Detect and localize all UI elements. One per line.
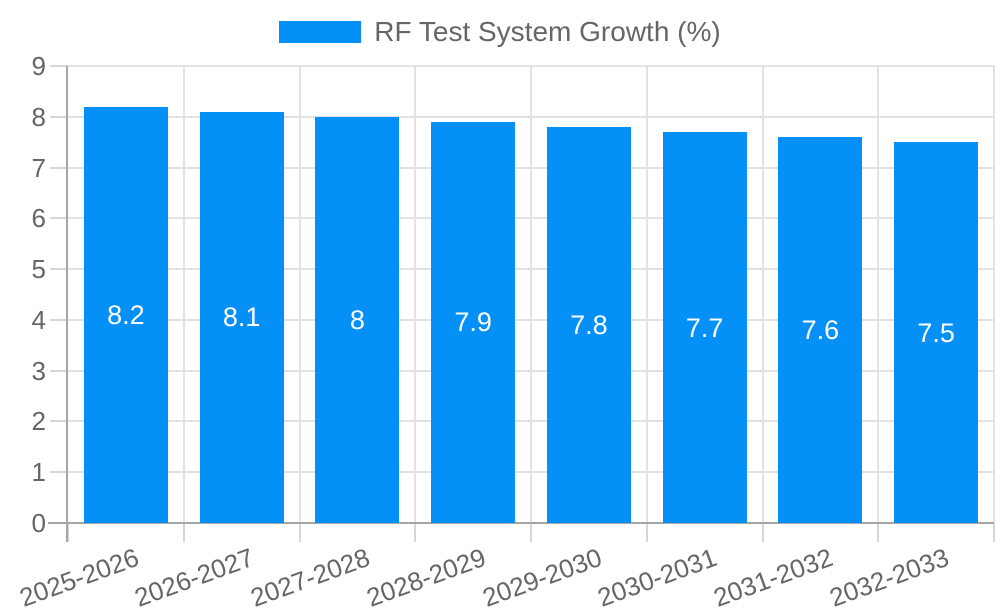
bar-chart: RF Test System Growth (%) 0 1 2 3 4 5 6 7 8 9 8.2 8… bbox=[0, 16, 1000, 613]
legend-swatch-icon bbox=[279, 21, 362, 43]
gridline-vertical bbox=[761, 66, 764, 523]
bar-value-label: 8 bbox=[349, 304, 365, 335]
bar-value-label: 7.5 bbox=[917, 317, 955, 348]
gridline-vertical bbox=[645, 66, 648, 523]
gridline-vertical bbox=[530, 66, 532, 523]
x-tick-mark bbox=[761, 523, 764, 542]
x-axis-tick-label: 2032-2033 bbox=[825, 542, 953, 613]
bar[interactable] bbox=[662, 132, 747, 523]
y-tick-mark bbox=[50, 217, 68, 220]
bar[interactable] bbox=[199, 111, 284, 523]
y-axis-tick-label: 4 bbox=[31, 304, 46, 335]
bar[interactable] bbox=[546, 126, 631, 523]
legend-label: RF Test System Growth (%) bbox=[374, 16, 721, 47]
y-axis-tick-label: 6 bbox=[31, 203, 46, 234]
y-axis-tick-label: 9 bbox=[31, 51, 46, 81]
y-axis-tick-label: 0 bbox=[31, 508, 46, 538]
x-tick-mark bbox=[645, 523, 648, 542]
bar-value-label: 8.1 bbox=[222, 302, 261, 333]
plot-area: 0 1 2 3 4 5 6 7 8 9 8.2 8.1 8 7.9 7.8 7.7 7.6 7.5 2025-202… bbox=[15, 51, 995, 613]
y-tick-mark bbox=[50, 166, 68, 169]
gridline-vertical bbox=[182, 66, 185, 523]
x-tick-mark bbox=[298, 523, 301, 542]
bar-value-label: 7.6 bbox=[801, 315, 840, 346]
bar-value-label: 7.9 bbox=[454, 307, 492, 338]
y-axis-tick-label: 5 bbox=[31, 254, 46, 285]
x-axis-tick-label: 2030-2031 bbox=[593, 542, 721, 613]
x-axis-tick-label: 2031-2032 bbox=[709, 542, 837, 613]
y-tick-mark bbox=[50, 268, 68, 271]
x-axis-tick-label: 2026-2027 bbox=[130, 542, 258, 613]
y-axis-tick-label: 7 bbox=[31, 152, 46, 183]
y-axis-line bbox=[66, 66, 68, 542]
bar-value-label: 7.8 bbox=[570, 309, 608, 340]
bar[interactable] bbox=[83, 106, 168, 523]
x-axis-tick-label: 2028-2029 bbox=[362, 542, 490, 613]
x-axis-line bbox=[48, 522, 994, 524]
y-tick-mark bbox=[50, 471, 68, 474]
bar[interactable] bbox=[431, 121, 516, 523]
x-tick-mark bbox=[182, 523, 185, 542]
chart-legend[interactable]: RF Test System Growth (%) bbox=[0, 17, 1000, 47]
x-tick-mark bbox=[530, 523, 532, 542]
y-tick-mark bbox=[50, 369, 68, 372]
y-tick-mark bbox=[50, 65, 68, 67]
x-axis-tick-label: 2027-2028 bbox=[246, 542, 374, 613]
gridline-vertical bbox=[877, 66, 880, 523]
bar-value-label: 8.2 bbox=[107, 299, 145, 330]
x-tick-mark bbox=[67, 523, 69, 542]
gridline-vertical bbox=[298, 66, 301, 523]
y-tick-mark bbox=[50, 318, 68, 321]
y-axis-tick-label: 8 bbox=[31, 101, 46, 132]
y-tick-mark bbox=[50, 420, 68, 423]
bar[interactable] bbox=[778, 137, 863, 523]
bar-value-label: 7.7 bbox=[685, 312, 724, 343]
x-axis-tick-label: 2029-2030 bbox=[478, 542, 606, 613]
x-tick-mark bbox=[993, 523, 995, 542]
y-axis-tick-label: 2 bbox=[31, 406, 46, 437]
y-axis-tick-label: 3 bbox=[31, 355, 46, 386]
bar[interactable] bbox=[315, 116, 400, 523]
y-tick-mark bbox=[50, 115, 68, 118]
x-tick-mark bbox=[414, 523, 417, 542]
y-axis-tick-label: 1 bbox=[31, 457, 46, 488]
x-axis-tick-label: 2025-2026 bbox=[15, 542, 143, 613]
gridline-vertical bbox=[993, 66, 995, 523]
bar[interactable] bbox=[894, 142, 979, 523]
x-tick-mark bbox=[877, 523, 880, 542]
gridline-vertical bbox=[414, 66, 417, 523]
